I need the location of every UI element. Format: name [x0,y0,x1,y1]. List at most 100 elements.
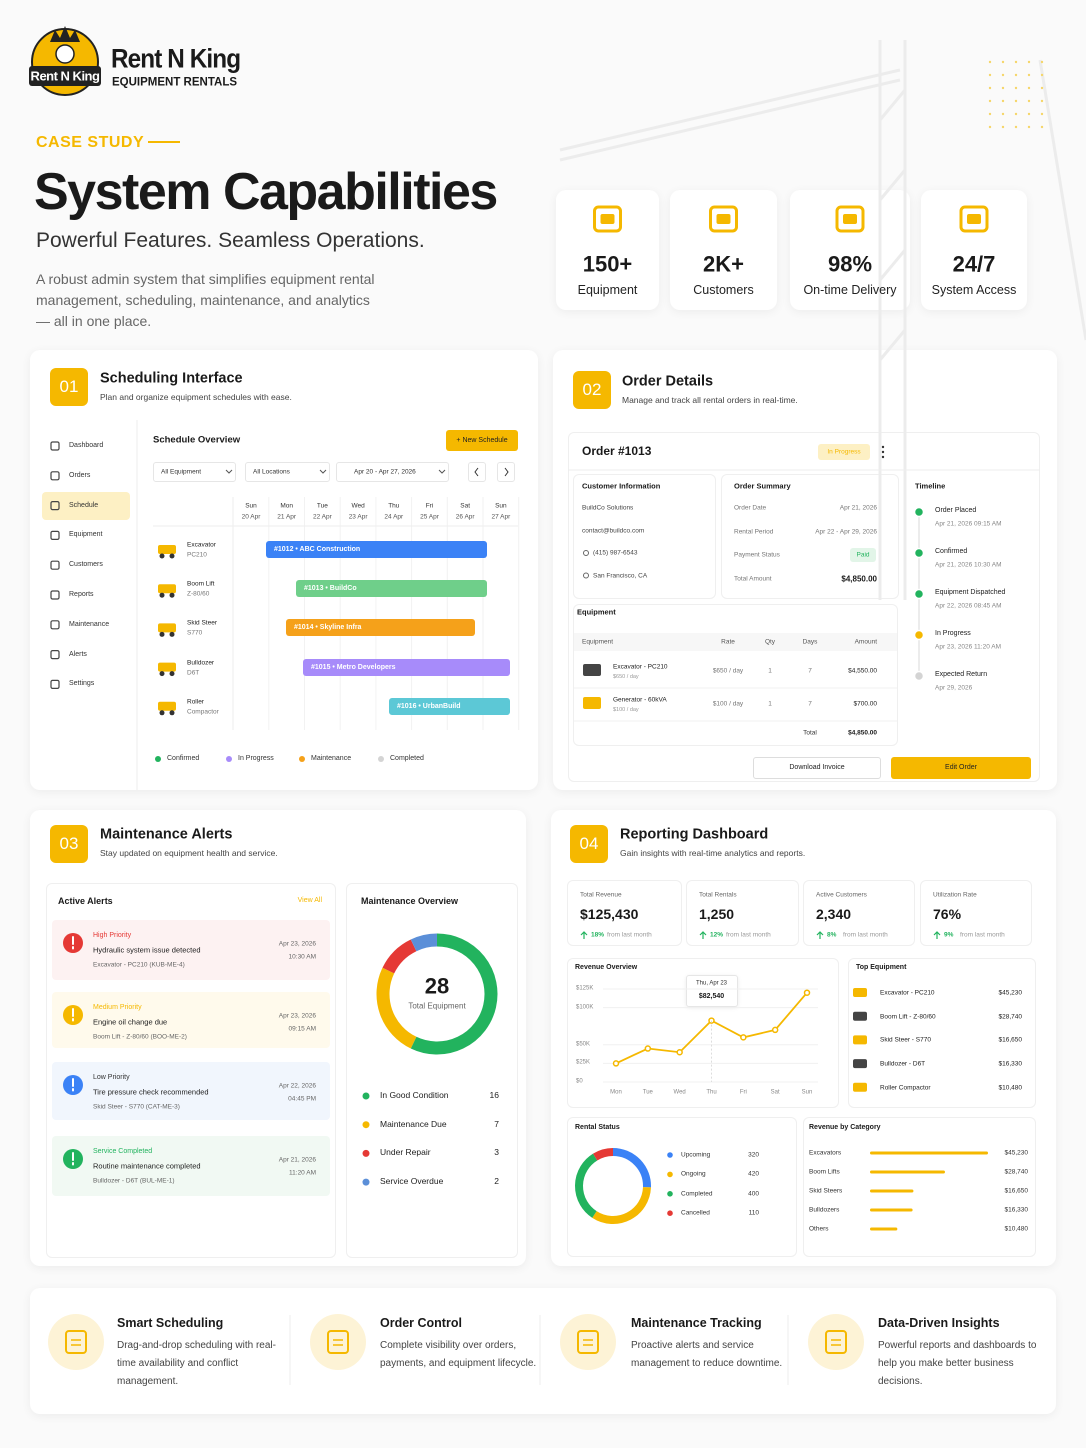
kpi-change: 12% [710,931,724,939]
stat-icon [593,205,622,233]
alert-time: 04:45 PM [288,1095,316,1103]
item-qty: 1 [768,700,772,708]
timeline-dot [913,547,925,559]
y-tick-label: Bulldozers [809,1206,840,1214]
features-bar [30,1288,1056,1414]
chart-title: Rental Status [575,1123,620,1131]
timeline-time: Apr 22, 2026 08:45 AM [935,602,1002,610]
donut-center-label: Total Equipment [408,1001,466,1011]
background-dot [1040,125,1044,129]
legend-label: Confirmed [167,754,200,762]
kpi-value: 76% [933,905,962,922]
top-equipment-value: $10,480 [998,1084,1023,1092]
timeline-title: Confirmed [935,547,968,555]
booking-bar: #1016 • UrbanBuild [389,697,510,715]
donut-segment [592,1186,651,1224]
pager-arrow [504,467,509,477]
legend-dot [667,1171,673,1178]
top-equipment-panel [848,958,1036,1108]
contact-icon [583,550,589,556]
chart-title: Maintenance Overview [361,895,459,906]
kpi-label: Total Rentals [699,891,737,899]
background-dot [1001,112,1005,116]
timeline-title: In Progress [935,629,971,637]
section-subtitle: Plan and organize equipment schedules wi… [100,392,292,403]
day-date: 23 Apr [348,513,368,521]
background-dot [1001,86,1005,90]
legend-dot [299,756,305,762]
logo-face [55,44,75,64]
equipment-model: Compactor [187,708,219,716]
background-dot [988,86,992,90]
summary-value: Apr 21, 2026 [839,504,877,512]
download-label: Download Invoice [789,763,845,771]
stat-label: On-time Delivery [803,282,897,297]
day-date: 25 Apr [420,513,439,521]
equipment-icon [853,988,867,997]
filter-select [153,462,236,482]
top-equipment-value: $16,330 [998,1060,1023,1068]
kpi-note: from last month [960,931,1005,939]
day-date: 20 Apr [241,513,261,521]
legend-label: Completed [681,1190,713,1198]
stat-value: 24/7 [952,251,996,277]
background-dot [988,125,992,129]
stat-icon [835,205,865,233]
logo-band [29,66,101,86]
value-label: $45,230 [1004,1149,1029,1157]
background-dot [1040,99,1044,103]
legend-dot [226,756,232,762]
hero-description: A robust admin system that simplifies eq… [36,271,375,329]
alert-priority: Service Completed [93,1147,153,1155]
legend-label: In Progress [238,754,274,762]
panel-heading: Order Summary [734,481,791,491]
item-name: Excavator - PC210 [613,663,668,671]
section-title: Reporting Dashboard [620,826,769,843]
day-name: Sat [460,502,471,510]
legend-dot [667,1210,673,1216]
timeline-title: Equipment Dispatched [935,588,1006,596]
paid-pill [850,548,876,562]
nav-icon [50,590,60,600]
timeline-dot [913,506,925,518]
alert-item [52,992,330,1048]
item-rate: $650 / day [712,667,744,675]
legend-value: 7 [494,1118,499,1129]
kpi-note: from last month [843,931,888,939]
table-header [574,633,897,651]
summary-label: Payment Status [734,551,780,559]
donut-segment [382,939,417,974]
revenue-point [612,1060,620,1067]
section-number: 01 [59,377,79,397]
hero-title: System Capabilities [34,163,498,222]
equipment-model: S770 [187,629,203,637]
category-bar [870,1170,945,1174]
alert-title: Hydraulic system issue detected [93,945,201,955]
day-name: Thu [388,502,400,510]
feature-text: Proactive alerts and service management … [631,1340,783,1369]
section-subtitle: Manage and track all rental orders in re… [622,395,798,406]
day-name: Mon [280,502,294,510]
y-tick-label: Boom Lifts [809,1168,840,1176]
nav-icon [50,679,60,690]
nav-icon [50,560,60,570]
feature-title: Maintenance Tracking [631,1315,762,1330]
stat-icon-fill [600,214,615,224]
legend-dot [667,1191,673,1197]
legend-value: 3 [494,1147,499,1158]
top-equipment-name: Boom Lift - Z-80/60 [880,1012,936,1020]
stat-value: 2K+ [703,251,744,277]
filter-caret [319,469,327,474]
filter-select [336,462,449,482]
feature-icon [577,1330,599,1354]
filter-label: Apr 20 - Apr 27, 2026 [354,468,416,476]
equipment-name: Bulldozer [187,658,215,666]
nav-icon [50,441,60,451]
chart-title: Revenue by Category [809,1123,881,1131]
section-number: 03 [59,834,79,854]
filter-caret [225,469,233,474]
background-dot [1014,99,1018,103]
feature-icon [327,1330,349,1354]
